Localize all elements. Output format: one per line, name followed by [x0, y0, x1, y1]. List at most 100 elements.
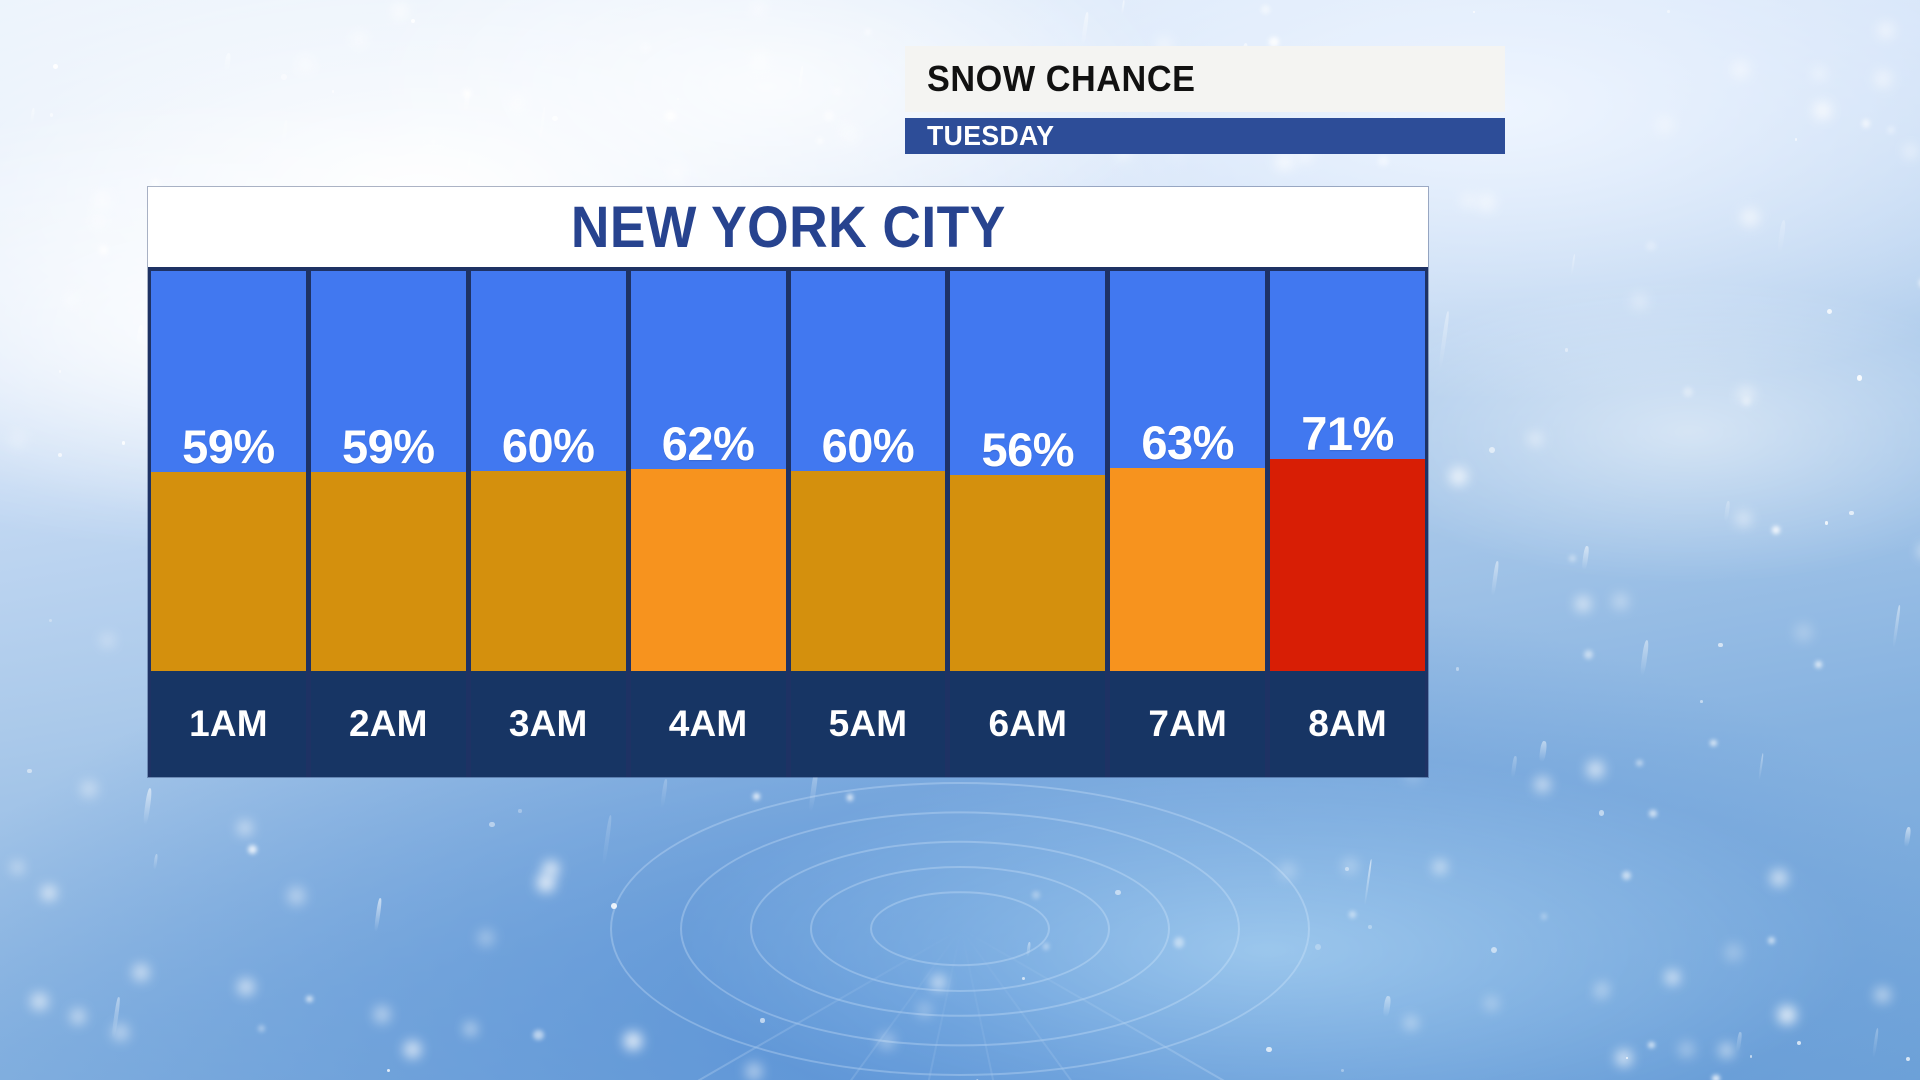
snowflake [1875, 71, 1892, 87]
chart-column-1am: 59% 1AM [151, 271, 306, 777]
snowflake [1648, 809, 1657, 818]
snowflake [1718, 643, 1723, 648]
hour-label-band: 1AM [151, 671, 306, 777]
hour-label: 1AM [189, 703, 268, 744]
snowflake [1625, 1056, 1629, 1059]
snowflake [1768, 936, 1776, 944]
snowflake [1849, 510, 1854, 516]
snowflake [478, 930, 495, 946]
snowflake [669, 166, 682, 179]
snowflake [462, 89, 472, 98]
chart-column-8am: 71% 8AM [1270, 271, 1425, 777]
snowflake [843, 128, 858, 143]
snowflake [1378, 155, 1389, 167]
snowflake [1031, 891, 1040, 900]
snowflake [1433, 860, 1446, 873]
bar-value-label: 60% [501, 418, 595, 472]
snowflake [1815, 660, 1823, 668]
snowflake [1174, 937, 1185, 948]
snowflake [878, 1032, 895, 1050]
bar-value-label: 71% [1301, 407, 1394, 460]
snowflake [665, 110, 676, 122]
snowflake [305, 995, 313, 1003]
hour-label: 5AM [828, 703, 908, 744]
snowflake [1345, 866, 1350, 871]
snowflake [1115, 889, 1121, 895]
snowflake [1741, 208, 1759, 227]
snowflake [1485, 997, 1498, 1010]
snowflake [1368, 925, 1372, 929]
snowflake [70, 1009, 86, 1024]
hour-label-band: 6AM [950, 671, 1106, 777]
snowflake [1648, 1042, 1655, 1049]
chart-column-4am: 62% 4AM [630, 271, 786, 777]
snowflake [1824, 521, 1829, 525]
snowflake [1622, 871, 1632, 881]
snowflake [1655, 116, 1674, 134]
snowflake [489, 821, 495, 827]
snowflake [1478, 193, 1495, 211]
snowflake [1682, 387, 1693, 398]
snowflake [121, 441, 126, 445]
bar-value-label: 62% [661, 416, 755, 470]
snowflake [404, 1040, 422, 1058]
bar-fill [310, 471, 466, 671]
snowflake [1797, 1040, 1802, 1045]
snowflake [1725, 944, 1743, 961]
snowflake [1770, 870, 1787, 886]
snowflake [533, 1029, 544, 1041]
bar-fill [790, 470, 946, 671]
snowflake [677, 97, 680, 100]
bar-fill [950, 475, 1106, 671]
chart-column-6am: 56% 6AM [950, 271, 1106, 777]
snowflake [1615, 1050, 1633, 1067]
snowflake [1738, 387, 1754, 403]
snowflake [1269, 37, 1279, 47]
snowflake [248, 845, 258, 855]
bar-value-label: 60% [821, 418, 915, 472]
snowflake [52, 63, 59, 70]
snowflake [1875, 987, 1890, 1003]
snowflake [98, 245, 109, 255]
snowflake [917, 1002, 932, 1017]
hour-label: 6AM [988, 703, 1068, 744]
snowflake [410, 19, 415, 24]
snowflake [1731, 61, 1749, 79]
snowflake [1635, 759, 1643, 767]
snowflake [1741, 396, 1752, 406]
snowflake [824, 111, 835, 122]
snowflake [27, 768, 32, 773]
snowflake [1813, 68, 1825, 80]
snow-chance-title-box: SNOW CHANCE [905, 46, 1505, 112]
snowflake [1736, 511, 1751, 526]
snowflake [839, 121, 852, 134]
snowflake [760, 1018, 765, 1023]
snowflake [1261, 5, 1270, 14]
snowflake [640, 42, 652, 54]
snowflake [31, 992, 49, 1010]
hour-label: 7AM [1148, 703, 1228, 744]
snowflake [1314, 943, 1321, 950]
snowflake [1341, 1069, 1345, 1073]
snow-chance-title: SNOW CHANCE [927, 58, 1196, 99]
snowflake [543, 860, 560, 877]
snowflake [49, 113, 54, 117]
snowflake [1712, 1074, 1721, 1080]
snowflake [1276, 153, 1293, 171]
snowflake [753, 793, 761, 800]
snowflake [1342, 859, 1357, 873]
header-badges: SNOW CHANCE TUESDAY [905, 46, 1505, 154]
snowflake [1491, 946, 1498, 953]
day-label: TUESDAY [927, 120, 1055, 151]
snowflake [1699, 699, 1703, 703]
hour-label-band: 5AM [790, 671, 946, 777]
city-title-band: NEW YORK CITY [148, 187, 1428, 267]
snowflake [816, 138, 823, 145]
snowflake [1586, 760, 1604, 779]
snowflake [1778, 1006, 1797, 1025]
snowflake [392, 4, 408, 19]
snowflake [537, 874, 555, 892]
chart-column-5am: 60% 5AM [790, 271, 946, 777]
snowflake [1646, 240, 1657, 251]
snowflake [1266, 1046, 1272, 1053]
